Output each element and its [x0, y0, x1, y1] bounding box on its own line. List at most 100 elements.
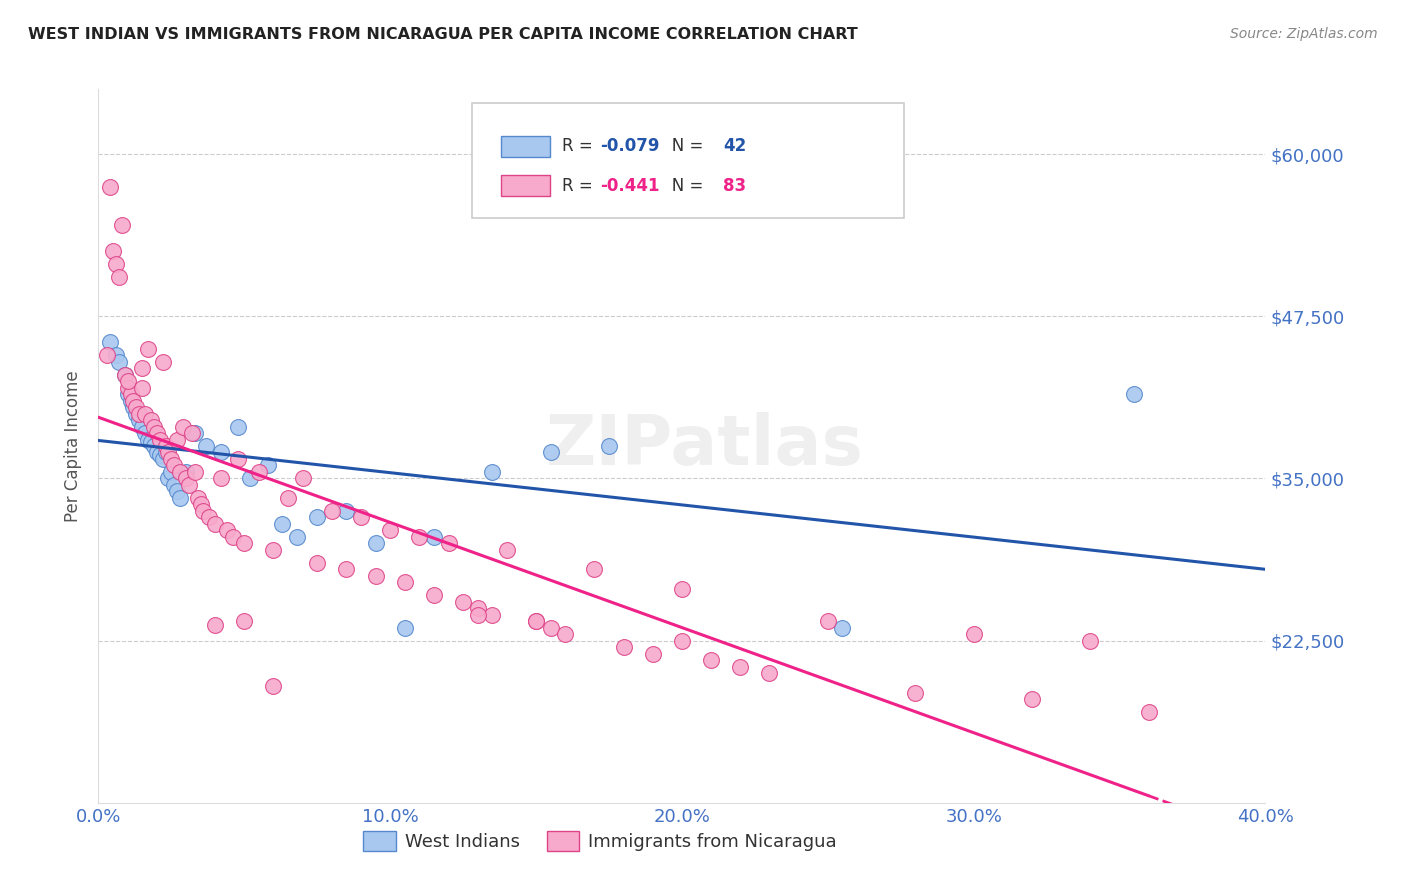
Point	[233, 614, 256, 628]
Point	[758, 666, 780, 681]
Point	[554, 627, 576, 641]
Point	[117, 387, 139, 401]
Point	[149, 448, 172, 462]
Point	[598, 439, 620, 453]
FancyBboxPatch shape	[501, 136, 550, 157]
Point	[262, 679, 284, 693]
Point	[125, 407, 148, 421]
Point	[163, 478, 186, 492]
Point	[1080, 633, 1102, 648]
Text: Source: ZipAtlas.com: Source: ZipAtlas.com	[1230, 27, 1378, 41]
Point	[540, 621, 562, 635]
Point	[134, 407, 156, 421]
Point	[540, 445, 562, 459]
Point	[641, 647, 664, 661]
Point	[128, 413, 150, 427]
Y-axis label: Per Capita Income: Per Capita Income	[63, 370, 82, 522]
Point	[831, 621, 853, 635]
Point	[321, 504, 343, 518]
Point	[228, 452, 250, 467]
Point	[139, 435, 162, 450]
Point	[524, 614, 547, 628]
Point	[451, 595, 474, 609]
Point	[233, 536, 256, 550]
Point	[962, 627, 984, 641]
Text: R =: R =	[562, 137, 598, 155]
Point	[152, 452, 174, 467]
Point	[166, 433, 188, 447]
Point	[146, 425, 169, 440]
Text: ZIPatlas: ZIPatlas	[547, 412, 865, 480]
Point	[193, 504, 215, 518]
Point	[291, 471, 314, 485]
Point	[131, 381, 153, 395]
Point	[524, 614, 547, 628]
Point	[437, 536, 460, 550]
FancyBboxPatch shape	[472, 103, 904, 218]
Point	[183, 425, 205, 440]
Point	[730, 659, 752, 673]
Point	[122, 393, 145, 408]
Point	[671, 582, 693, 596]
Point	[136, 342, 159, 356]
Point	[149, 433, 172, 447]
Point	[307, 556, 329, 570]
Point	[142, 439, 165, 453]
Text: N =: N =	[657, 177, 709, 194]
Point	[190, 497, 212, 511]
Point	[125, 400, 148, 414]
Point	[104, 348, 127, 362]
Point	[152, 354, 174, 368]
Point	[612, 640, 634, 654]
Point	[155, 445, 177, 459]
Point	[423, 588, 446, 602]
Text: R =: R =	[562, 177, 598, 194]
Point	[394, 621, 416, 635]
Text: N =: N =	[657, 137, 709, 155]
Legend: West Indians, Immigrants from Nicaragua: West Indians, Immigrants from Nicaragua	[356, 823, 845, 858]
Point	[335, 504, 357, 518]
Point	[394, 575, 416, 590]
Point	[481, 465, 503, 479]
Point	[583, 562, 606, 576]
Point	[277, 491, 299, 505]
Point	[117, 381, 139, 395]
Point	[262, 542, 284, 557]
Point	[139, 413, 162, 427]
Point	[904, 685, 927, 699]
Point	[157, 471, 180, 485]
Point	[169, 491, 191, 505]
Point	[256, 458, 278, 473]
Point	[350, 510, 373, 524]
Point	[817, 614, 839, 628]
Point	[117, 374, 139, 388]
Point	[98, 179, 121, 194]
Point	[239, 471, 262, 485]
Point	[335, 562, 357, 576]
Point	[134, 425, 156, 440]
Point	[209, 445, 232, 459]
Point	[481, 607, 503, 622]
Point	[155, 439, 177, 453]
Point	[195, 439, 218, 453]
Text: -0.441: -0.441	[600, 177, 659, 194]
Point	[114, 368, 136, 382]
Point	[131, 419, 153, 434]
Point	[146, 445, 169, 459]
Text: -0.079: -0.079	[600, 137, 659, 155]
Point	[247, 465, 270, 479]
Point	[120, 387, 142, 401]
Point	[408, 530, 430, 544]
Point	[98, 335, 121, 350]
Point	[467, 607, 489, 622]
Point	[104, 257, 127, 271]
Point	[209, 471, 232, 485]
Text: 83: 83	[723, 177, 745, 194]
Point	[128, 407, 150, 421]
Point	[108, 354, 131, 368]
Point	[198, 510, 221, 524]
Point	[364, 568, 387, 582]
Point	[142, 419, 165, 434]
Point	[120, 393, 142, 408]
Point	[122, 400, 145, 414]
